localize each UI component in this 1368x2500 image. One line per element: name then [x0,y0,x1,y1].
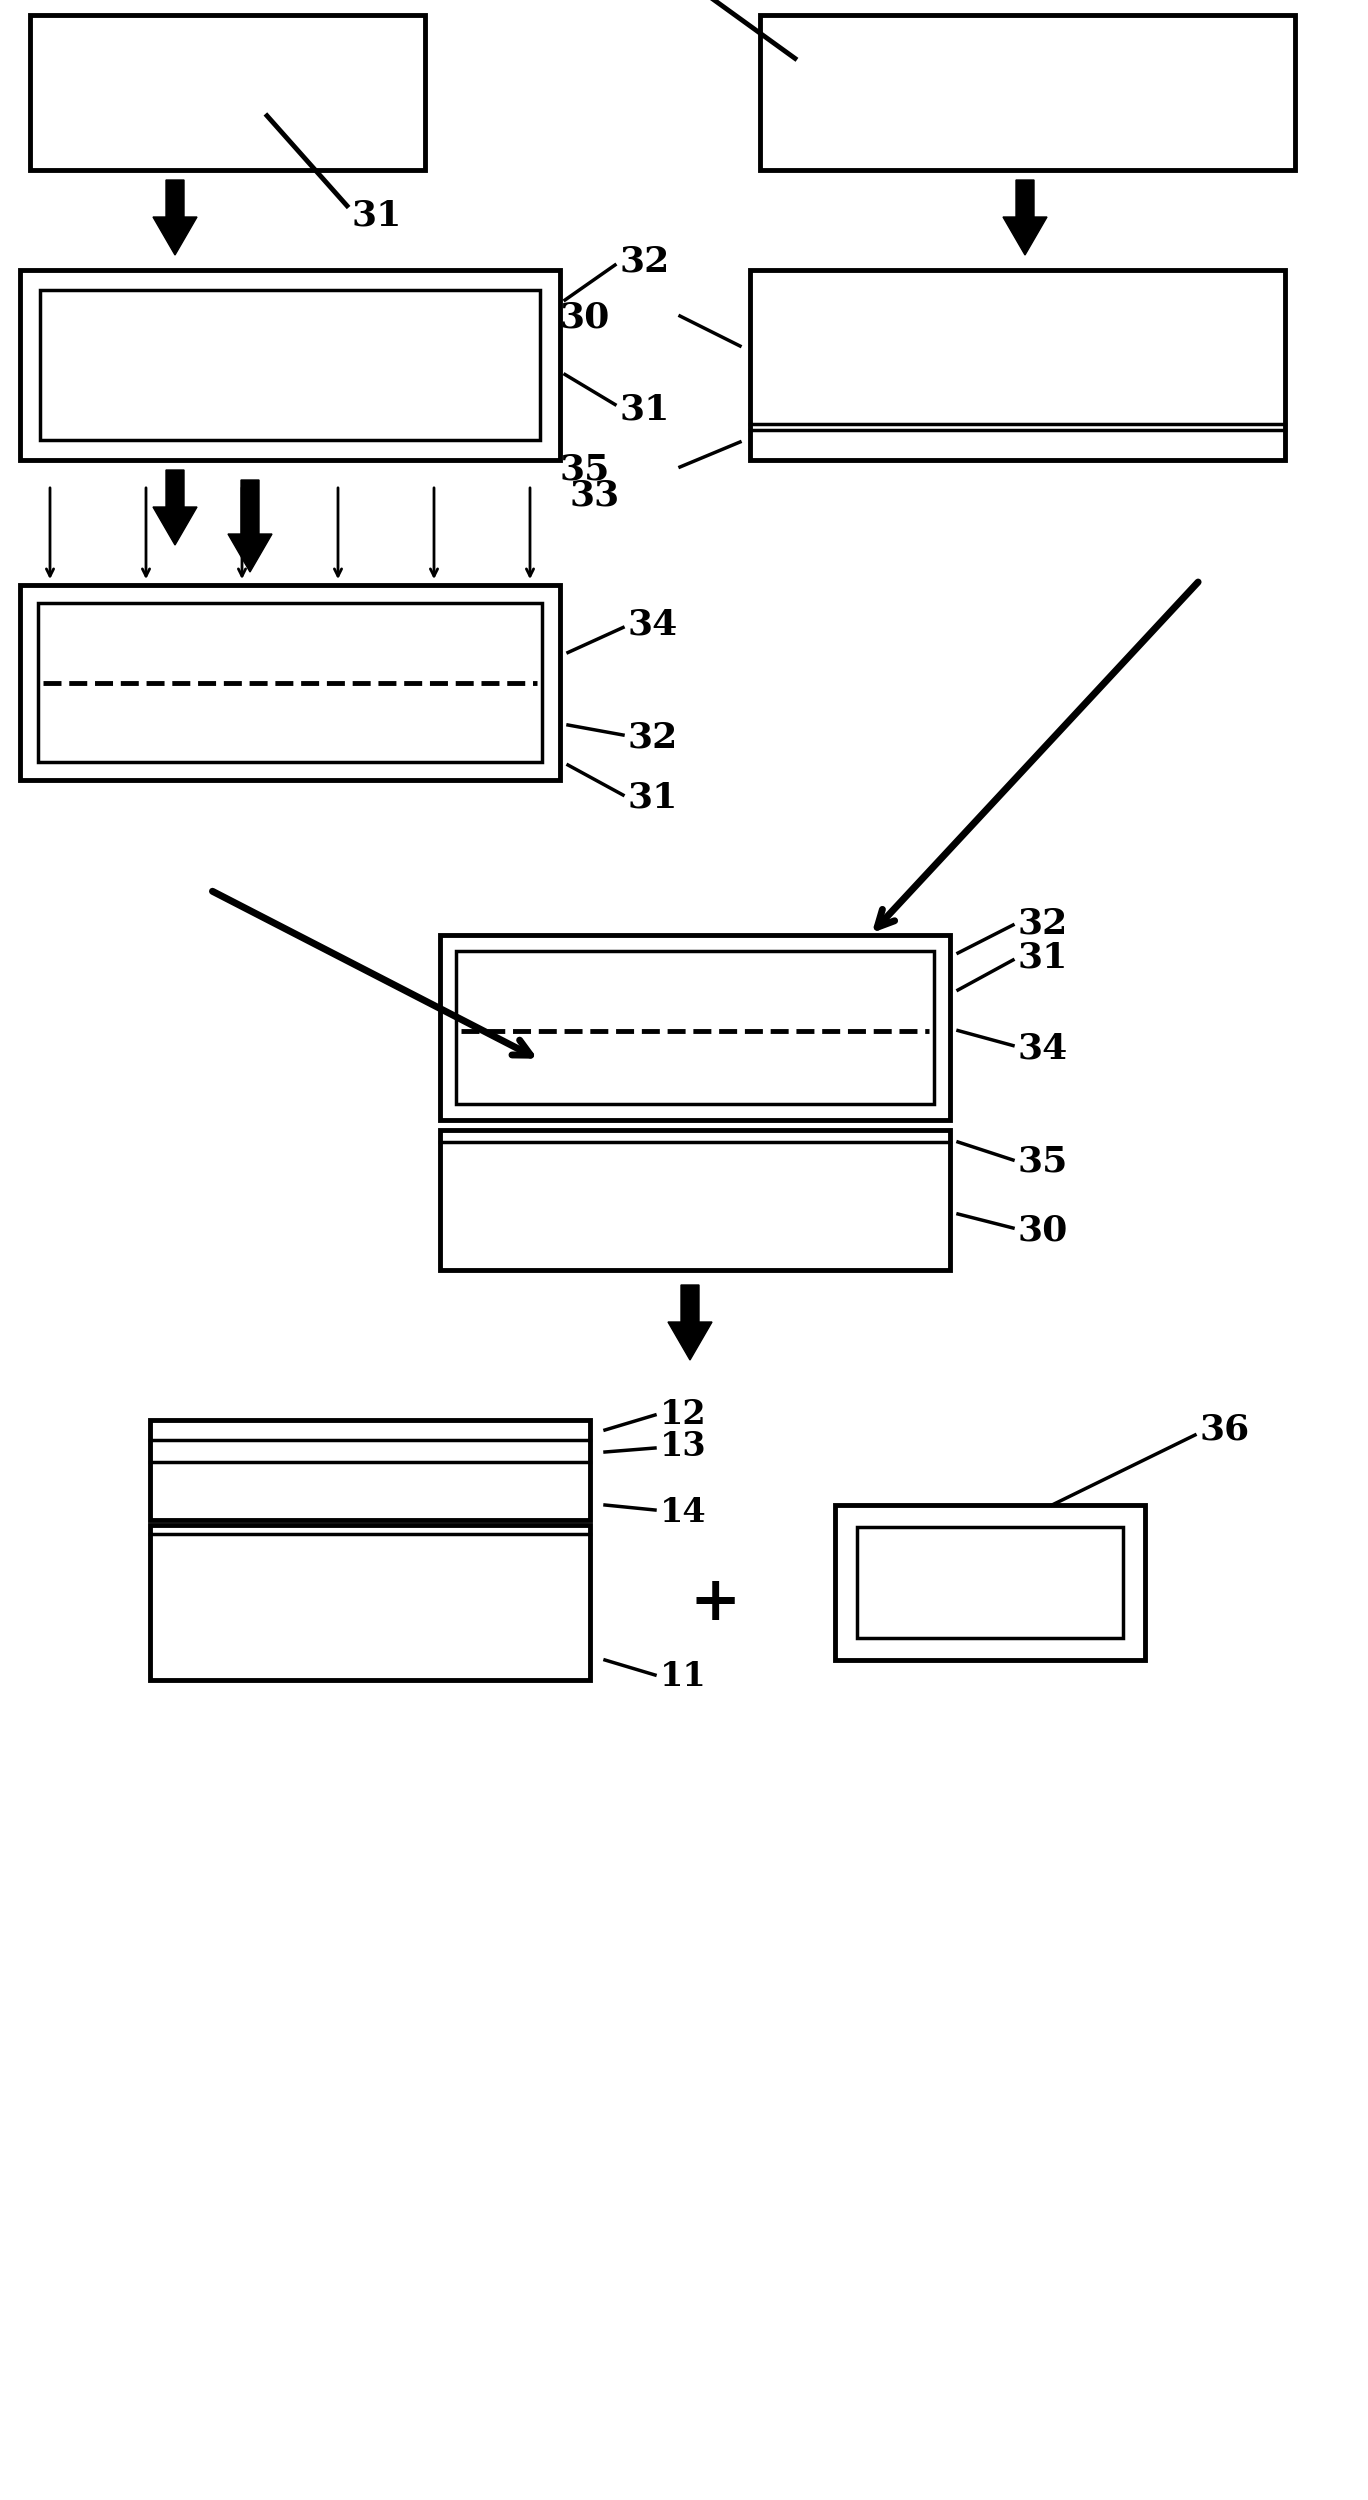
Text: 34: 34 [1018,1032,1068,1065]
Text: 31: 31 [1018,940,1068,975]
Bar [40,290,540,440]
Bar [761,15,1295,170]
Text: 32: 32 [1018,905,1068,940]
Text: 30: 30 [560,0,610,5]
Bar [150,1420,590,1520]
Bar [750,270,1285,460]
Bar [440,935,949,1120]
Text: 35: 35 [560,452,610,488]
Text: 31: 31 [620,392,670,428]
Bar [456,950,934,1105]
Text: 32: 32 [628,720,679,755]
Text: 12: 12 [659,1398,707,1432]
Bar [440,1130,949,1270]
Text: 36: 36 [1200,1412,1250,1447]
Polygon shape [153,180,197,255]
Bar [30,15,425,170]
Bar [150,1525,590,1680]
Text: 33: 33 [570,478,620,512]
Polygon shape [668,1285,711,1360]
Bar [38,602,542,762]
Text: 31: 31 [352,198,402,232]
Text: 30: 30 [1018,1215,1068,1248]
Polygon shape [228,480,272,572]
Bar [856,1528,1123,1638]
Polygon shape [1003,180,1047,255]
Text: 13: 13 [659,1430,707,1462]
Text: 31: 31 [628,780,679,815]
Text: +: + [689,1572,740,1632]
Text: 14: 14 [659,1495,707,1528]
Bar [834,1505,1145,1660]
Bar [21,270,560,460]
Polygon shape [153,470,197,545]
Bar [21,585,560,780]
Text: 34: 34 [628,608,679,642]
Text: 32: 32 [620,245,670,280]
Text: 35: 35 [1018,1145,1068,1180]
Text: 30: 30 [560,300,610,335]
Text: 11: 11 [659,1660,707,1692]
